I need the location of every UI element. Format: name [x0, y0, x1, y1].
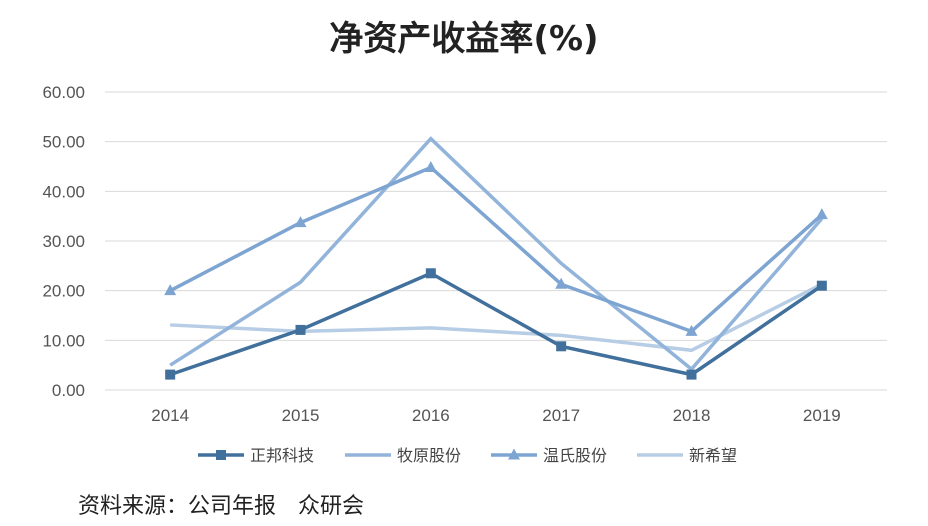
x-tick-label: 2019 — [803, 406, 841, 425]
legend-item: 新希望 — [637, 446, 737, 465]
series-line — [170, 282, 823, 353]
x-tick-label: 2015 — [282, 406, 320, 425]
y-tick-label: 60.00 — [42, 83, 85, 102]
series-0 — [165, 268, 827, 380]
data-point — [424, 160, 437, 172]
series-2 — [164, 160, 828, 336]
legend: 正邦科技 牧原股份 温氏股份 新希望 — [198, 446, 737, 465]
data-point — [295, 324, 306, 335]
y-axis: 0.00 10.00 20.00 30.00 40.00 50.00 60.00 — [42, 83, 85, 400]
chart-title: 净资产收益率(%) — [329, 19, 598, 59]
data-point — [815, 208, 828, 220]
legend-marker — [508, 448, 520, 460]
y-tick-label: 10.00 — [42, 331, 85, 350]
legend-marker — [216, 450, 226, 460]
series-line — [169, 165, 824, 334]
y-tick-label: 0.00 — [52, 381, 85, 400]
y-tick-label: 50.00 — [42, 133, 85, 152]
legend-label: 温氏股份 — [543, 446, 607, 465]
data-point — [816, 280, 827, 291]
series-layer — [164, 136, 828, 380]
data-point — [294, 216, 307, 228]
legend-item: 温氏股份 — [491, 446, 607, 465]
data-point — [685, 324, 698, 336]
y-tick-label: 20.00 — [42, 282, 85, 301]
series-line — [169, 271, 823, 377]
data-point — [165, 369, 176, 380]
data-point — [425, 268, 436, 279]
data-point — [555, 277, 568, 289]
x-tick-label: 2014 — [151, 406, 189, 425]
legend-item: 牧原股份 — [345, 446, 461, 465]
data-point — [556, 341, 567, 352]
legend-label: 牧原股份 — [397, 446, 461, 465]
grid — [105, 91, 887, 391]
series-1 — [169, 136, 824, 372]
legend-label: 正邦科技 — [250, 446, 314, 465]
data-point — [686, 369, 697, 380]
source-note: 资料来源：公司年报 众研会 — [78, 494, 365, 519]
series-line — [169, 136, 824, 372]
x-tick-label: 2018 — [673, 406, 711, 425]
legend-label: 新希望 — [689, 446, 737, 465]
data-point — [164, 284, 177, 296]
y-tick-label: 40.00 — [42, 182, 85, 201]
legend-item: 正邦科技 — [198, 446, 314, 465]
x-tick-label: 2017 — [542, 406, 580, 425]
x-tick-label: 2016 — [412, 406, 450, 425]
series-3 — [170, 282, 823, 353]
x-axis: 2014 2015 2016 2017 2018 2019 — [151, 406, 840, 425]
y-tick-label: 30.00 — [42, 232, 85, 251]
